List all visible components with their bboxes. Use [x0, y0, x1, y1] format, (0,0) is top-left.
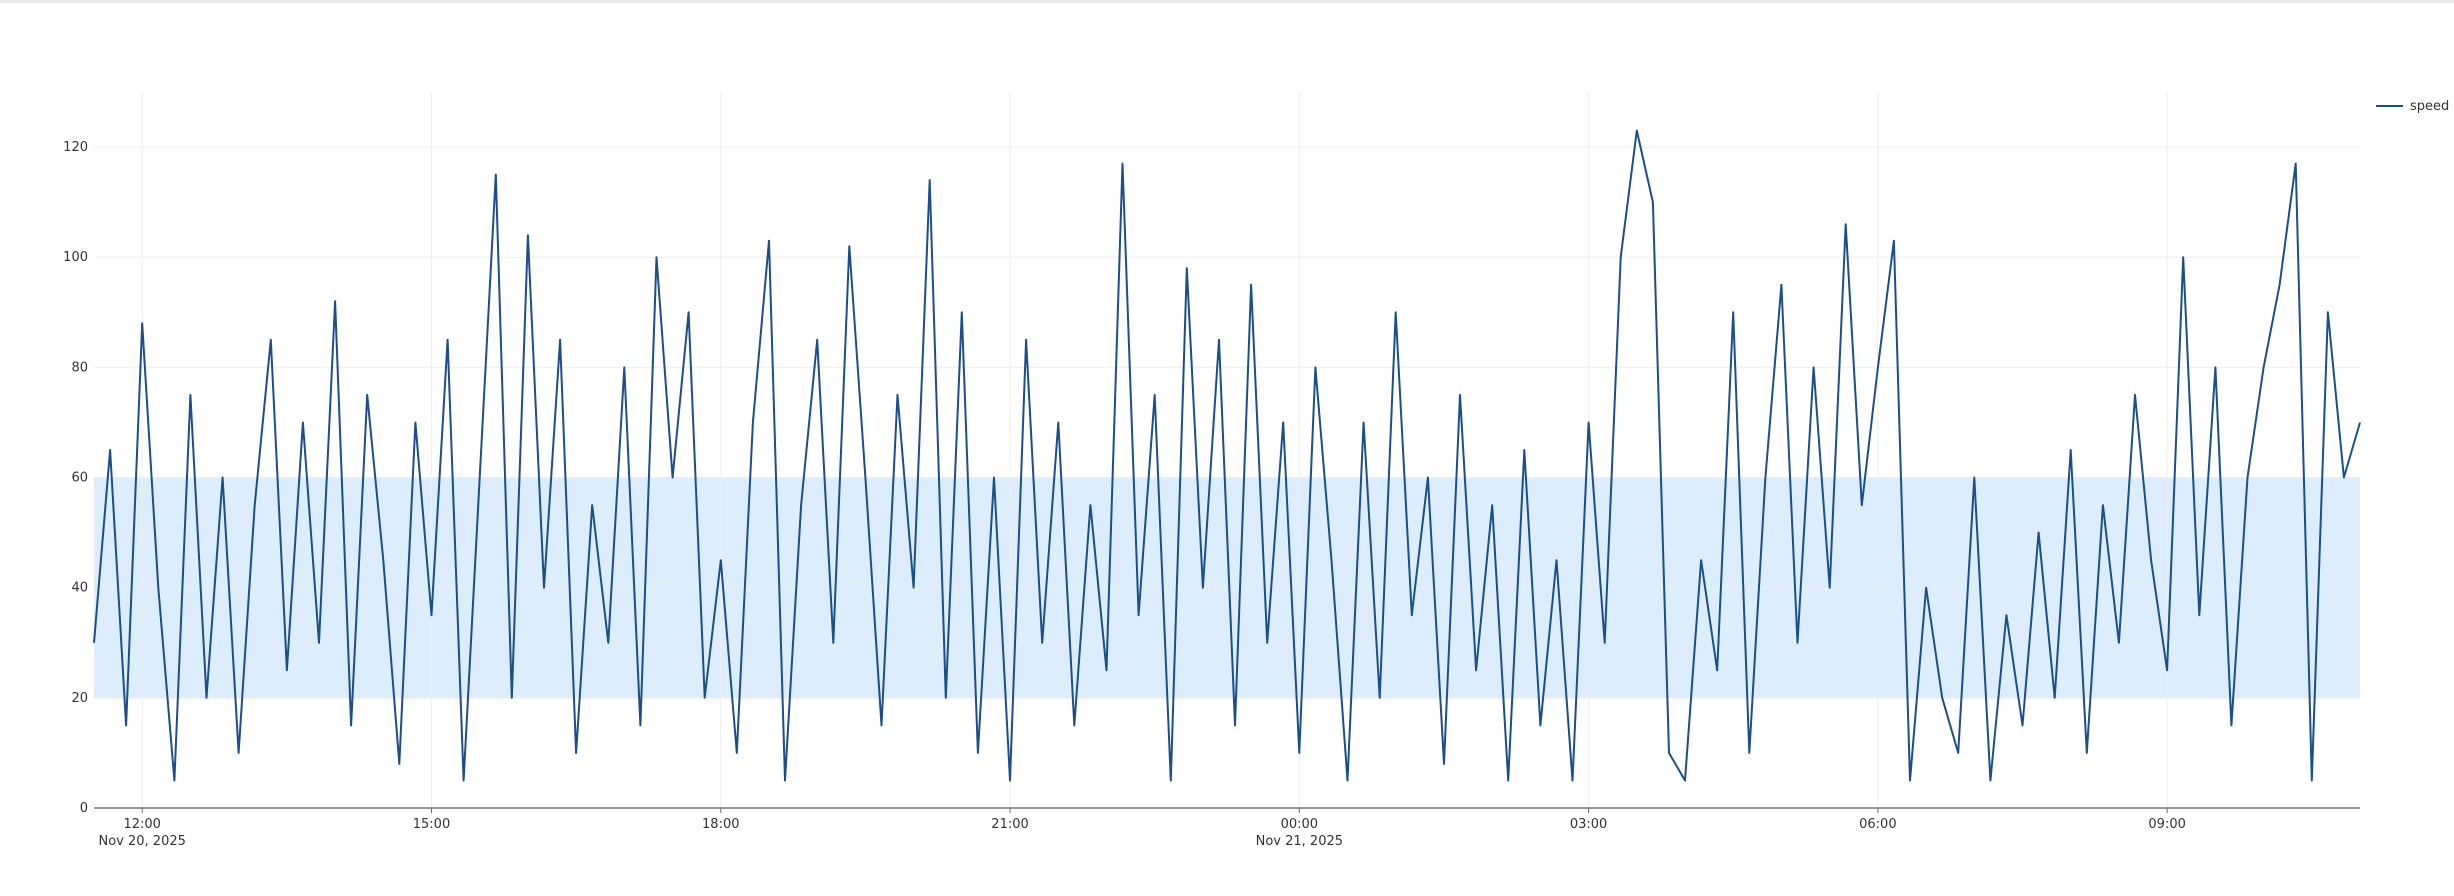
x-tick-label: 03:00: [1570, 817, 1607, 832]
y-tick-label: 40: [71, 581, 88, 596]
y-tick-label: 0: [80, 801, 88, 816]
y-tick-label: 100: [63, 250, 88, 265]
y-tick-label: 80: [71, 360, 88, 375]
legend-label: speed: [2410, 99, 2449, 114]
x-tick-label: 18:00: [702, 817, 739, 832]
x-tick-date: Nov 20, 2025: [99, 834, 186, 849]
x-tick-label: 09:00: [2148, 817, 2185, 832]
x-tick-label: 00:00: [1281, 817, 1318, 832]
x-tick-label: 21:00: [991, 817, 1028, 832]
data-line: [93, 129, 2361, 782]
y-tick-label: 120: [63, 140, 88, 155]
x-tick-date: Nov 21, 2025: [1256, 834, 1343, 849]
chart: 0 20 40 60 80 100 120 12:00 Nov 20, 2025 15:00 18:…: [63, 92, 2449, 849]
y-tick-label: 20: [71, 691, 88, 706]
x-tick-label: 12:00: [123, 817, 160, 832]
x-tick-label: 15:00: [413, 817, 450, 832]
y-tick-label: 60: [71, 471, 88, 486]
x-tick-label: 06:00: [1859, 817, 1896, 832]
